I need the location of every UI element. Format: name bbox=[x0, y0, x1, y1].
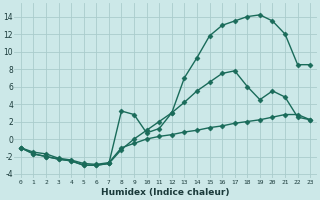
X-axis label: Humidex (Indice chaleur): Humidex (Indice chaleur) bbox=[101, 188, 230, 197]
